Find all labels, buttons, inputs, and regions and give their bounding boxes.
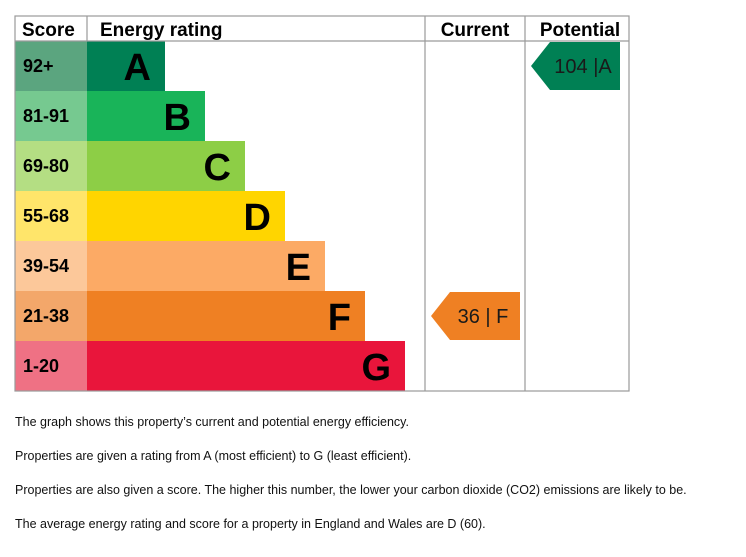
- current-rating-label: 36 | F: [458, 306, 509, 328]
- header-energy-rating: Energy rating: [100, 20, 222, 41]
- current-rating-arrow: [431, 292, 520, 340]
- band-letter-g: G: [361, 347, 391, 389]
- band-bar-b: [87, 91, 205, 141]
- score-cell-e: [15, 241, 87, 291]
- band-bar-c: [87, 141, 245, 191]
- score-range-a: 92+: [23, 56, 54, 76]
- note-2: Properties are given a rating from A (mo…: [15, 449, 412, 463]
- score-cell-a: [15, 41, 87, 91]
- header-current: Current: [441, 20, 510, 41]
- score-range-f: 21-38: [23, 306, 69, 326]
- band-letter-c: C: [204, 147, 231, 189]
- score-range-g: 1-20: [23, 356, 59, 376]
- header-score: Score: [22, 20, 75, 41]
- band-letter-f: F: [328, 297, 351, 339]
- note-3: Properties are also given a score. The h…: [15, 483, 687, 497]
- chart-frame: [14, 15, 630, 392]
- header-potential: Potential: [540, 20, 620, 41]
- band-letter-e: E: [286, 247, 311, 289]
- potential-rating-arrow: [531, 42, 620, 90]
- band-bar-d: [87, 191, 285, 241]
- score-cell-f: [15, 291, 87, 341]
- note-4: The average energy rating and score for …: [15, 517, 486, 531]
- score-range-c: 69-80: [23, 156, 69, 176]
- score-range-d: 55-68: [23, 206, 69, 226]
- potential-rating-label: 104 |A: [554, 56, 612, 78]
- energy-rating-chart: 92+ A81-91 B69-80 C55-68 D39-54 E21-38 F1-20 G …: [14, 15, 630, 392]
- band-bar-g: [87, 341, 405, 391]
- score-range-b: 81-91: [23, 106, 69, 126]
- band-letter-b: B: [164, 97, 191, 139]
- band-bar-a: [87, 41, 165, 91]
- score-cell-c: [15, 141, 87, 191]
- note-1: The graph shows this property’s current …: [15, 415, 409, 429]
- band-bar-f: [87, 291, 365, 341]
- score-range-e: 39-54: [23, 256, 69, 276]
- score-cell-g: [15, 341, 87, 391]
- band-letter-a: A: [124, 47, 151, 89]
- band-letter-d: D: [244, 197, 271, 239]
- score-cell-d: [15, 191, 87, 241]
- band-bar-e: [87, 241, 325, 291]
- score-cell-b: [15, 91, 87, 141]
